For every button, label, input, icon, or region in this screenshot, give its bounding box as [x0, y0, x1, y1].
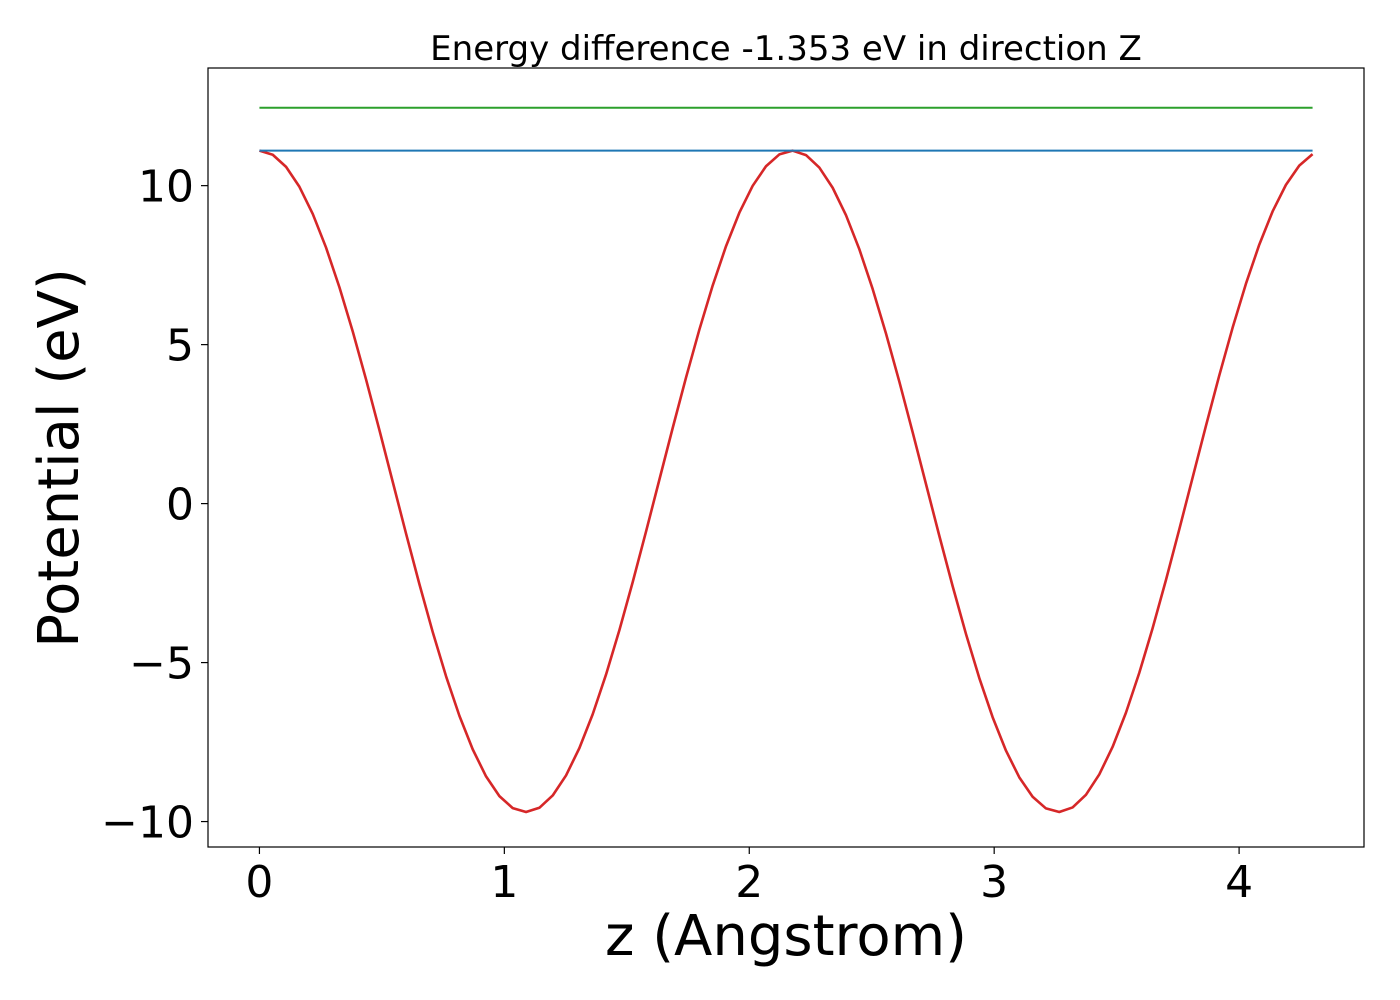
potential-curve-line	[259, 149, 1314, 814]
x-tick-label: 2	[735, 857, 763, 908]
chart-title: Energy difference -1.353 eV in direction…	[430, 29, 1142, 69]
x-axis-label: z (Angstrom)	[605, 904, 967, 969]
axes-frame	[207, 67, 1365, 848]
y-tick-label: −10	[101, 798, 194, 849]
x-tick-label: 1	[490, 857, 518, 908]
x-tick-label: 0	[245, 857, 273, 908]
y-tick-label: 0	[166, 480, 194, 531]
x-tick-label: 3	[980, 857, 1008, 908]
x-tick-label: 4	[1225, 857, 1253, 908]
y-axis-label: Potential (eV)	[27, 268, 92, 648]
x-axis-ticks: 0 1 2 3 4	[245, 847, 1253, 908]
plot-area	[259, 106, 1314, 814]
y-tick-label: 10	[138, 162, 194, 213]
y-tick-label: −5	[129, 639, 194, 690]
y-axis-ticks: −10 −5 0 5 10	[101, 162, 208, 849]
y-tick-label: 5	[166, 321, 194, 372]
